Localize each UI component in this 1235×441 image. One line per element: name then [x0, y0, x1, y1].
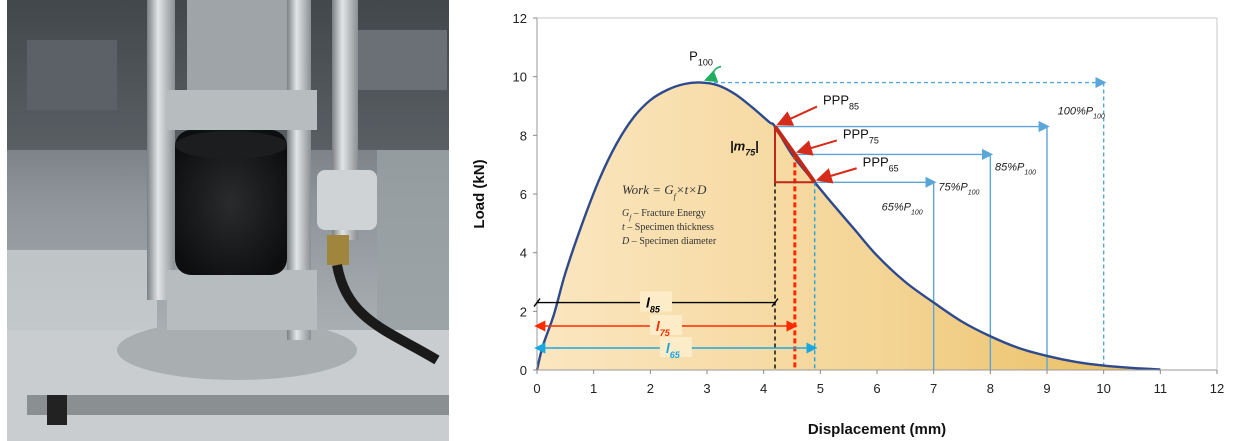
peak-label: P100 — [689, 49, 713, 68]
displacement-tick — [533, 298, 541, 307]
x-tick-label: 9 — [1043, 381, 1050, 396]
x-tick-label: 1 — [590, 381, 597, 396]
y-axis-label: Load (kN) — [471, 159, 488, 228]
ppp-arrow — [795, 139, 838, 156]
y-tick-label: 10 — [513, 70, 527, 85]
y-tick-label: 8 — [520, 128, 527, 143]
x-tick-label: 10 — [1096, 381, 1110, 396]
ppp-label: PPP75 — [843, 126, 879, 145]
x-tick-label: 11 — [1154, 381, 1168, 396]
x-tick-label: 8 — [987, 381, 994, 396]
area-fill — [537, 82, 1161, 370]
y-tick-label: 2 — [520, 304, 527, 319]
level-label: 100%P100 — [1058, 106, 1105, 121]
formula-line: D – Specimen diameter — [621, 236, 717, 247]
x-tick-label: 7 — [930, 381, 937, 396]
x-axis-label: Displacement (mm) — [808, 421, 946, 438]
slope-triangle — [774, 126, 815, 184]
y-tick-label: 0 — [520, 363, 527, 378]
slope-segment — [773, 125, 817, 184]
load-curve — [535, 81, 1161, 371]
formula-title: Work = Gf×t×D — [622, 182, 707, 201]
slope-label: |m75| — [730, 138, 759, 157]
y-tick-label: 12 — [513, 11, 527, 26]
level-label: 65%P100 — [882, 201, 923, 216]
displacement-label-bg — [640, 291, 672, 312]
ppp-arrow — [776, 105, 818, 126]
displacement-label: l65 — [666, 340, 681, 360]
y-tick-label: 4 — [520, 246, 527, 261]
y-tick-label: 6 — [520, 187, 527, 202]
displacement-label-bg — [659, 337, 692, 357]
specimen-test-photo — [7, 0, 449, 441]
x-tick-label: 0 — [533, 381, 540, 396]
ppp-label: PPP65 — [863, 154, 899, 173]
x-tick-label: 5 — [817, 381, 824, 396]
peak-arrow — [704, 65, 722, 83]
formula-line: t – Specimen thickness — [622, 222, 714, 233]
ppp-label: PPP85 — [823, 93, 859, 112]
x-tick-label: 4 — [760, 381, 767, 396]
x-tick-label: 12 — [1210, 381, 1224, 396]
x-tick-label: 3 — [703, 381, 710, 396]
x-tick-label: 2 — [647, 381, 654, 396]
formula-line: Gf – Fracture Energy — [622, 208, 706, 222]
level-label: 75%P100 — [938, 181, 979, 196]
displacement-tick — [771, 298, 779, 307]
level-label: 85%P100 — [995, 162, 1036, 177]
x-tick-label: 6 — [873, 381, 880, 396]
displacement-label-bg — [649, 315, 682, 335]
displacement-label: l85 — [646, 295, 661, 315]
ppp-arrow — [815, 167, 857, 184]
displacement-label: l75 — [656, 318, 671, 338]
